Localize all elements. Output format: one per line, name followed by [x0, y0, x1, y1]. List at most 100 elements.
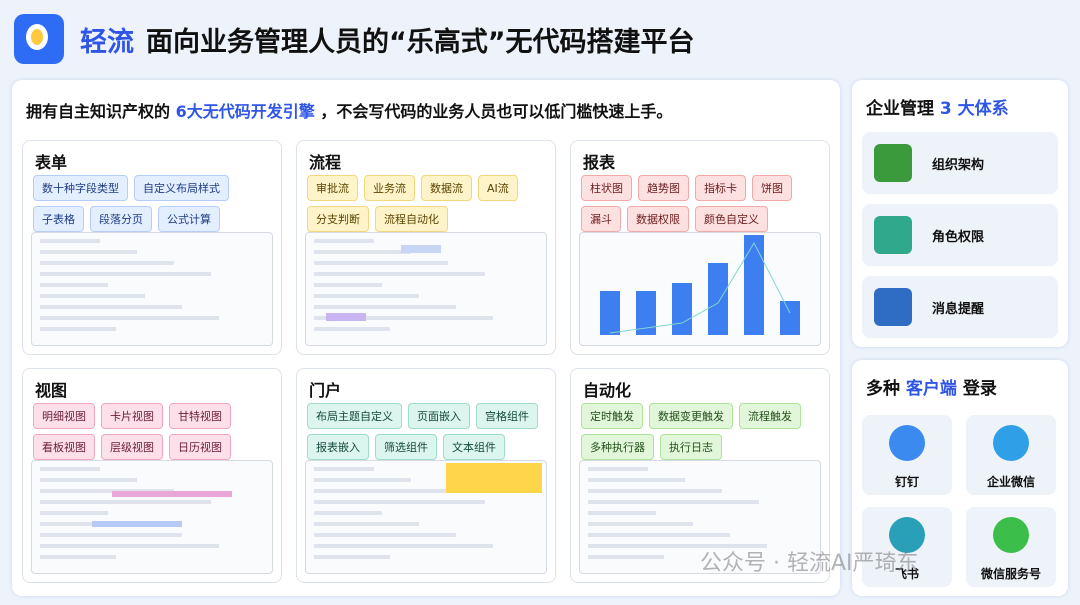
text: 3 大体系	[939, 99, 1009, 119]
tag: 指标卡	[695, 175, 746, 201]
tag: 审批流	[307, 175, 358, 201]
management-item: 角色权限	[862, 204, 1058, 266]
header-title: 轻流 面向业务管理人员的“乐高式”无代码搭建平台	[80, 20, 695, 59]
tag: 宫格组件	[476, 403, 538, 429]
module-title: 自动化	[583, 381, 632, 400]
intro-tail: ，不会写代码的业务人员也可以低门槛快速上手。	[320, 102, 673, 121]
clients-panel: 多种 客户端 登录 钉钉 企业微信飞书 微信服务号	[852, 360, 1068, 596]
tag: 趋势图	[638, 175, 689, 201]
intro-highlight: 6大无代码开发引擎	[175, 102, 315, 121]
module-title: 报表	[583, 153, 616, 172]
tag: 明细视图	[33, 403, 95, 429]
tag: 日历视图	[169, 434, 231, 460]
tag: 执行日志	[660, 434, 722, 460]
screenshot	[31, 460, 273, 574]
screenshot	[31, 232, 273, 346]
clients-title: 多种 客户端 登录	[866, 374, 997, 399]
client-item: 企业微信	[966, 415, 1056, 495]
tag-list: 明细视图 卡片视图 甘特视图看板视图 层级视图 日历视图	[33, 403, 278, 460]
brand: 轻流	[80, 27, 134, 58]
tag: 数据流	[421, 175, 472, 201]
module-title: 表单	[35, 153, 68, 172]
management-panel: 企业管理 3 大体系 组织架构角色权限消息提醒	[852, 80, 1068, 347]
management-title: 企业管理 3 大体系	[866, 94, 1009, 119]
screenshot-art	[600, 235, 800, 335]
screenshot-art	[40, 239, 219, 331]
screenshot-art	[314, 239, 493, 331]
module-title: 视图	[35, 381, 68, 400]
client-label: 钉钉	[894, 475, 919, 489]
screenshot	[579, 460, 821, 574]
watermark: 公众号 · 轻流AI严琦东	[700, 551, 919, 576]
module-card: 报表柱状图 趋势图 指标卡 饼图漏斗 数据权限 颜色自定义	[570, 140, 830, 355]
tag: 定时触发	[581, 403, 643, 429]
tag: 甘特视图	[169, 403, 231, 429]
client-item: 钉钉	[862, 415, 952, 495]
screenshot	[305, 460, 547, 574]
tag: 分支判断	[307, 206, 369, 232]
module-card: 视图明细视图 卡片视图 甘特视图看板视图 层级视图 日历视图	[22, 368, 282, 583]
text: 客户端	[905, 379, 957, 399]
management-item: 消息提醒	[862, 276, 1058, 338]
icon	[874, 288, 912, 326]
module-card: 表单数十种字段类型自定义布局样式子表格段落分页公式计算跨表单数据关联	[22, 140, 282, 355]
tag: AI流	[478, 175, 518, 201]
icon	[993, 517, 1029, 553]
tag: 报表嵌入	[307, 434, 369, 460]
tag-list: 柱状图 趋势图 指标卡 饼图漏斗 数据权限 颜色自定义	[581, 175, 826, 232]
tag: 子表格	[33, 206, 84, 232]
tag: 颜色自定义	[695, 206, 768, 232]
management-item: 组织架构	[862, 132, 1058, 194]
tag-list: 定时触发 数据变更触发 流程触发 多种执行器 执行日志	[581, 403, 826, 460]
module-card: 自动化定时触发 数据变更触发 流程触发 多种执行器 执行日志	[570, 368, 830, 583]
tag: 卡片视图	[101, 403, 163, 429]
module-card: 门户布局主题自定义页面嵌入宫格组件报表嵌入筛选组件文本组件轮播图	[296, 368, 556, 583]
screenshot	[305, 232, 547, 346]
tag: 层级视图	[101, 434, 163, 460]
tag-list: 审批流 业务流 数据流 AI流分支判断 流程自动化	[307, 175, 552, 232]
icon	[874, 144, 912, 182]
item-label: 消息提醒	[932, 302, 985, 317]
client-label: 微信服务号	[980, 567, 1041, 581]
screenshot	[579, 232, 821, 346]
tag: 数据权限	[627, 206, 689, 232]
tag: 看板视图	[33, 434, 95, 460]
tag: 文本组件	[443, 434, 505, 460]
module-card: 流程审批流 业务流 数据流 AI流分支判断 流程自动化	[296, 140, 556, 355]
tag: 公式计算	[158, 206, 220, 232]
tag: 段落分页	[90, 206, 152, 232]
intro: 拥有自主知识产权的 6大无代码开发引擎 ，不会写代码的业务人员也可以低门槛快速上…	[26, 98, 672, 122]
logo	[14, 14, 64, 64]
item-label: 组织架构	[932, 158, 985, 173]
icon	[889, 517, 925, 553]
tag: 数十种字段类型	[33, 175, 128, 201]
headline: 面向业务管理人员的“乐高式”无代码搭建平台	[146, 27, 695, 58]
screenshot-art	[588, 467, 767, 559]
text: 多种	[866, 379, 900, 399]
tag: 柱状图	[581, 175, 632, 201]
client-label: 飞书	[894, 567, 919, 581]
item-label: 角色权限	[932, 230, 985, 245]
tag: 业务流	[364, 175, 415, 201]
tag: 页面嵌入	[408, 403, 470, 429]
client-item: 微信服务号	[966, 507, 1056, 587]
client-label: 企业微信	[986, 475, 1035, 489]
module-title: 流程	[309, 153, 342, 172]
screenshot-art	[40, 467, 232, 559]
tag: 数据变更触发	[649, 403, 733, 429]
tag: 自定义布局样式	[134, 175, 229, 201]
tag: 流程触发	[739, 403, 801, 429]
text: 登录	[962, 379, 997, 399]
icon	[993, 425, 1029, 461]
icon	[874, 216, 912, 254]
module-title: 门户	[309, 381, 342, 400]
text: 企业管理	[866, 99, 934, 119]
tag: 流程自动化	[375, 206, 448, 232]
tag: 漏斗	[581, 206, 621, 232]
client-item: 飞书	[862, 507, 952, 587]
screenshot-art	[314, 463, 542, 559]
tag: 筛选组件	[375, 434, 437, 460]
tag: 饼图	[752, 175, 792, 201]
tag: 布局主题自定义	[307, 403, 402, 429]
